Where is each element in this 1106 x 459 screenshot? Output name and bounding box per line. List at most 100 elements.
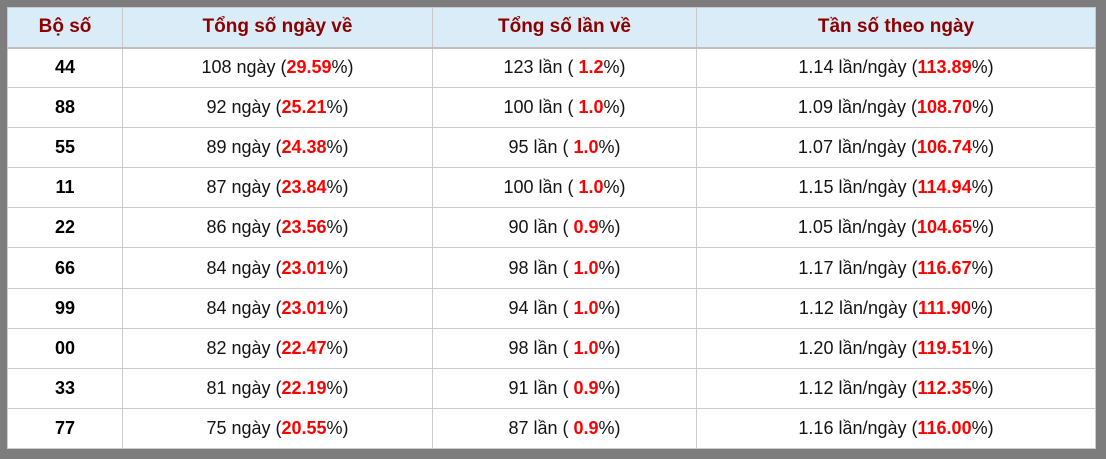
freq-percent: 114.94 <box>917 177 972 198</box>
cell-pair-number: 88 <box>7 87 123 129</box>
cell-frequency-per-day: 1.15 lần/ngày (114.94%) <box>696 167 1096 209</box>
cell-total-days: 84 ngày (23.01%) <box>122 247 433 289</box>
cell-total-days: 89 ngày (24.38%) <box>122 127 433 169</box>
cell-total-days: 82 ngày (22.47%) <box>122 327 433 369</box>
freq-text: 1.14 lần/ngày ( <box>798 57 918 78</box>
days-text: 92 ngày ( <box>206 97 282 118</box>
days-text: 75 ngày ( <box>206 417 282 438</box>
pair-number-value: 33 <box>54 377 76 398</box>
cell-pair-number: 44 <box>7 46 123 89</box>
freq-percent: 106.74 <box>917 137 973 158</box>
times-percent: 0.9 <box>573 417 599 438</box>
days-text-close: %) <box>326 217 349 238</box>
cell-total-times: 100 lần ( 1.0%) <box>432 87 697 129</box>
cell-total-times: 94 lần ( 1.0%) <box>432 287 697 329</box>
times-text-close: %) <box>603 97 626 118</box>
table-row: 11 87 ngày (23.84%) 100 lần ( 1.0%) 1.15… <box>7 167 1096 209</box>
freq-text: 1.12 lần/ngày ( <box>798 297 918 318</box>
times-text-close: %) <box>598 377 621 398</box>
freq-percent: 108.70 <box>917 97 973 118</box>
times-text-close: %) <box>598 297 621 318</box>
cell-total-days: 108 ngày (29.59%) <box>122 46 433 89</box>
times-percent: 1.0 <box>578 97 604 118</box>
freq-percent: 113.89 <box>917 57 972 78</box>
freq-text-close: %) <box>971 337 994 358</box>
pair-number-value: 00 <box>54 337 76 358</box>
table-row: 99 84 ngày (23.01%) 94 lần ( 1.0%) 1.12 … <box>7 287 1096 329</box>
table-row: 22 86 ngày (23.56%) 90 lần ( 0.9%) 1.05 … <box>7 207 1096 249</box>
times-text-close: %) <box>598 217 621 238</box>
freq-text-close: %) <box>972 137 995 158</box>
freq-text-close: %) <box>971 177 994 198</box>
pair-number-value: 66 <box>54 257 76 278</box>
cell-total-times: 95 lần ( 1.0%) <box>432 127 697 169</box>
days-percent: 22.47 <box>281 337 327 358</box>
table-row: 44 108 ngày (29.59%) 123 lần ( 1.2%) 1.1… <box>7 46 1096 89</box>
freq-percent: 111.90 <box>918 297 972 318</box>
cell-pair-number: 99 <box>7 287 123 329</box>
times-percent: 1.0 <box>578 177 604 198</box>
times-text-close: %) <box>603 177 626 198</box>
times-text: 123 lần ( <box>503 57 579 78</box>
cell-total-days: 81 ngày (22.19%) <box>122 367 433 409</box>
pair-number-value: 55 <box>54 137 76 158</box>
cell-total-times: 87 lần ( 0.9%) <box>432 407 697 450</box>
times-text-close: %) <box>598 337 621 358</box>
table-body: 44 108 ngày (29.59%) 123 lần ( 1.2%) 1.1… <box>7 46 1096 450</box>
times-text-close: %) <box>598 257 621 278</box>
cell-pair-number: 00 <box>7 327 123 369</box>
days-text: 84 ngày ( <box>206 257 282 278</box>
table-row: 00 82 ngày (22.47%) 98 lần ( 1.0%) 1.20 … <box>7 327 1096 369</box>
times-text: 100 lần ( <box>503 97 579 118</box>
days-percent: 22.19 <box>281 377 327 398</box>
cell-frequency-per-day: 1.05 lần/ngày (104.65%) <box>696 207 1096 249</box>
cell-total-times: 98 lần ( 1.0%) <box>432 247 697 289</box>
times-text: 100 lần ( <box>503 177 579 198</box>
days-percent: 20.55 <box>281 417 327 438</box>
pair-number-value: 22 <box>54 217 76 238</box>
days-percent: 23.56 <box>281 217 327 238</box>
days-text: 87 ngày ( <box>206 177 282 198</box>
freq-text: 1.20 lần/ngày ( <box>798 337 918 358</box>
cell-total-days: 84 ngày (23.01%) <box>122 287 433 329</box>
freq-text-close: %) <box>971 257 994 278</box>
days-text-close: %) <box>326 337 349 358</box>
cell-total-times: 123 lần ( 1.2%) <box>432 46 697 89</box>
times-percent: 0.9 <box>573 377 599 398</box>
cell-total-days: 92 ngày (25.21%) <box>122 87 433 129</box>
times-text-close: %) <box>598 137 621 158</box>
times-text-close: %) <box>598 417 621 438</box>
freq-text-close: %) <box>971 297 994 318</box>
cell-pair-number: 11 <box>7 167 123 209</box>
times-percent: 1.2 <box>578 57 604 78</box>
pair-number-value: 99 <box>54 297 76 318</box>
freq-text: 1.15 lần/ngày ( <box>798 177 918 198</box>
cell-total-times: 100 lần ( 1.0%) <box>432 167 697 209</box>
col-header-total-times: Tổng số lần về <box>432 7 697 49</box>
freq-percent: 116.67 <box>917 257 972 278</box>
freq-percent: 116.00 <box>917 417 972 438</box>
freq-text-close: %) <box>971 57 994 78</box>
cell-frequency-per-day: 1.20 lần/ngày (119.51%) <box>696 327 1096 369</box>
table-row: 33 81 ngày (22.19%) 91 lần ( 0.9%) 1.12 … <box>7 367 1096 409</box>
freq-text: 1.09 lần/ngày ( <box>797 97 918 118</box>
days-text-close: %) <box>326 377 349 398</box>
pair-number-value: 88 <box>54 97 76 118</box>
days-text: 86 ngày ( <box>206 217 282 238</box>
cell-pair-number: 77 <box>7 407 123 450</box>
cell-frequency-per-day: 1.07 lần/ngày (106.74%) <box>696 127 1096 169</box>
times-percent: 1.0 <box>573 337 599 358</box>
freq-text: 1.07 lần/ngày ( <box>797 137 918 158</box>
header-row: Bộ số Tổng số ngày về Tổng số lần về Tần… <box>7 7 1096 49</box>
times-percent: 0.9 <box>573 217 599 238</box>
col-header-pair-number: Bộ số <box>7 7 123 49</box>
col-header-frequency-per-day: Tần số theo ngày <box>696 7 1096 49</box>
freq-percent: 104.65 <box>917 217 973 238</box>
col-header-total-days: Tổng số ngày về <box>122 7 433 49</box>
days-text-close: %) <box>326 177 349 198</box>
days-text: 81 ngày ( <box>206 377 282 398</box>
days-percent: 25.21 <box>281 97 327 118</box>
pair-number-value: 11 <box>55 177 75 198</box>
cell-frequency-per-day: 1.17 lần/ngày (116.67%) <box>696 247 1096 289</box>
